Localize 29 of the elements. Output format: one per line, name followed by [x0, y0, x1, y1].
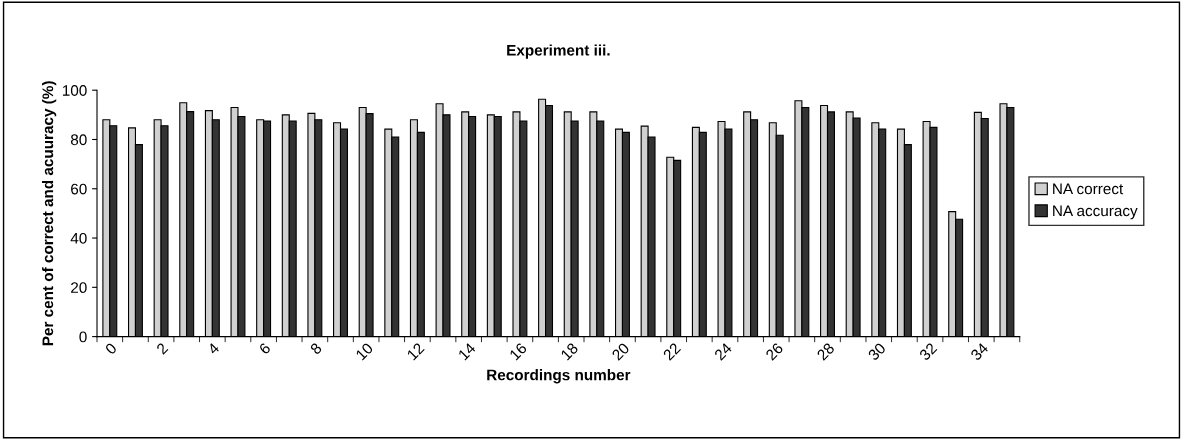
x-axis-title: Recordings number	[487, 369, 631, 384]
legend-label: NA accuracy	[1053, 205, 1138, 220]
x-tick-label: 22	[662, 342, 682, 361]
x-tick-label: 18	[560, 342, 579, 361]
x-tick-label: 34	[969, 342, 989, 361]
x-tick-label: 20	[611, 342, 630, 361]
x-tick-label: 0	[104, 342, 118, 355]
x-tick-label: 2	[155, 342, 169, 355]
chart-title: Experiment iii.	[507, 44, 610, 59]
x-tick-label: 8	[309, 342, 323, 355]
x-tick-label: 14	[457, 342, 477, 361]
y-tick-label: 40	[70, 232, 87, 244]
y-axis-title: Per cent of correct and acuuracy (%)	[42, 81, 57, 346]
x-tick-label: 6	[258, 342, 272, 355]
y-tick-label: 20	[71, 282, 87, 294]
x-tick-label: 24	[713, 342, 733, 361]
x-tick-label: 4	[206, 342, 220, 356]
x-tick-label: 30	[867, 342, 887, 361]
y-tick-label: 80	[70, 134, 87, 146]
x-tick-label: 10	[355, 342, 374, 361]
y-tick-label: 0	[79, 331, 87, 343]
x-tick-label: 32	[918, 342, 938, 361]
x-tick-label: 26	[765, 342, 784, 361]
x-tick-label: 12	[406, 342, 425, 361]
y-tick-label: 60	[71, 183, 87, 195]
x-tick-label: 28	[816, 342, 835, 361]
y-tick-label: 100	[62, 85, 87, 96]
x-tick-label: 16	[509, 342, 528, 361]
legend-label: NA correct	[1053, 183, 1124, 195]
